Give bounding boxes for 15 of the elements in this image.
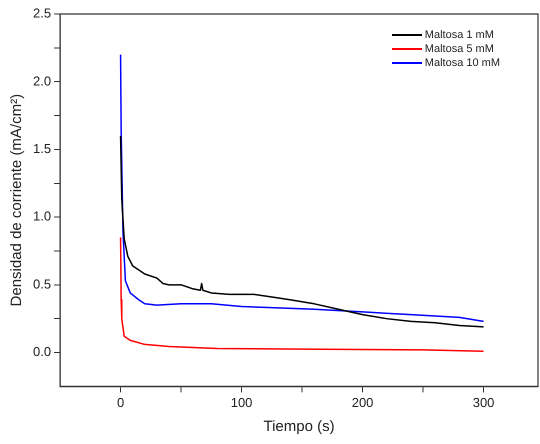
x-axis-title: Tiempo (s) — [263, 418, 335, 436]
x-tick-label: 0 — [116, 394, 124, 410]
y-axis-title: Densidad de corriente (mA/cm²) — [8, 94, 26, 306]
y-tick-label: 0.0 — [32, 344, 52, 360]
x-tick-label: 100 — [230, 394, 252, 410]
legend-label: Maltosa 10 mM — [424, 57, 500, 69]
y-tick-label: 1.0 — [32, 208, 52, 224]
y-tick-label: 1.5 — [32, 140, 52, 156]
y-tick-label: 2.5 — [32, 6, 52, 21]
legend-label: Maltosa 1 mM — [424, 29, 494, 41]
legend-label: Maltosa 5 mM — [424, 43, 494, 55]
y-tick-label: 2.0 — [32, 73, 52, 88]
x-tick-label: 300 — [472, 394, 494, 410]
y-tick-label: 0.5 — [32, 276, 52, 292]
x-tick-label: 200 — [352, 394, 374, 410]
